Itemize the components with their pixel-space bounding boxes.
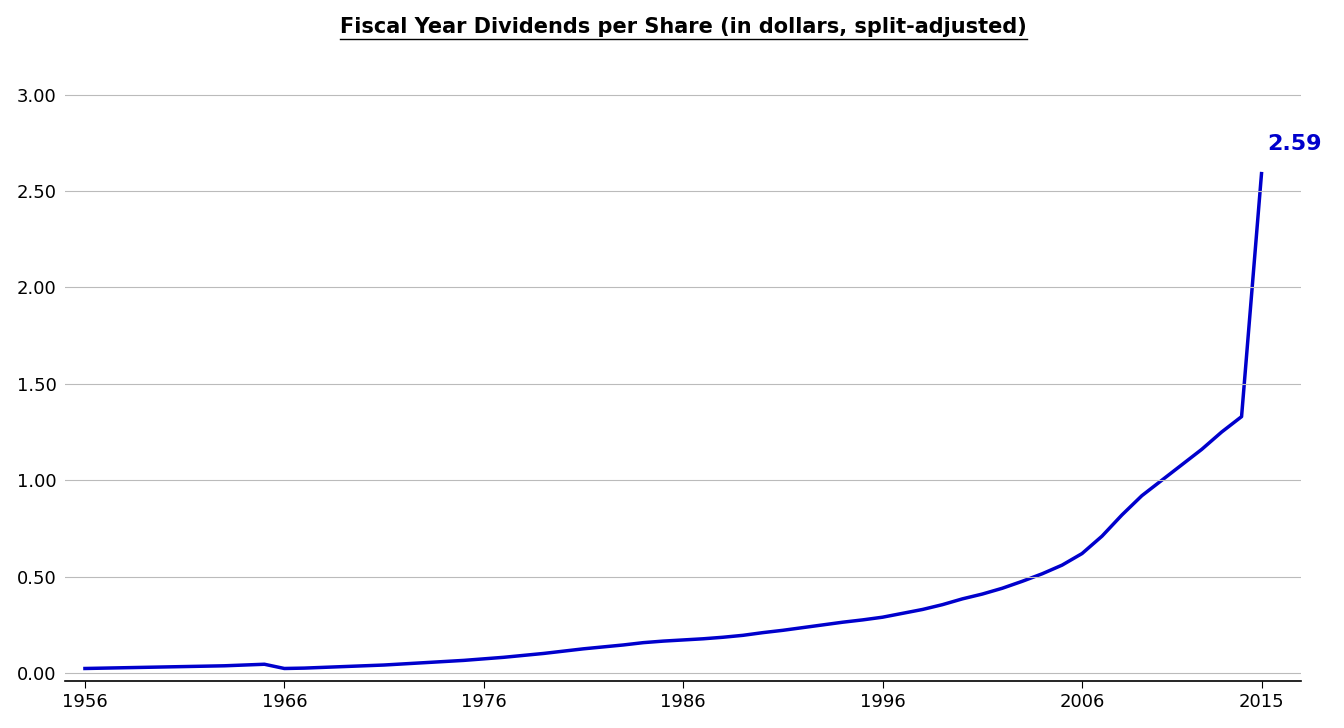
- Title: Fiscal Year Dividends per Share (in dollars, split-adjusted): Fiscal Year Dividends per Share (in doll…: [340, 17, 1027, 36]
- Text: 2.59: 2.59: [1267, 135, 1322, 154]
